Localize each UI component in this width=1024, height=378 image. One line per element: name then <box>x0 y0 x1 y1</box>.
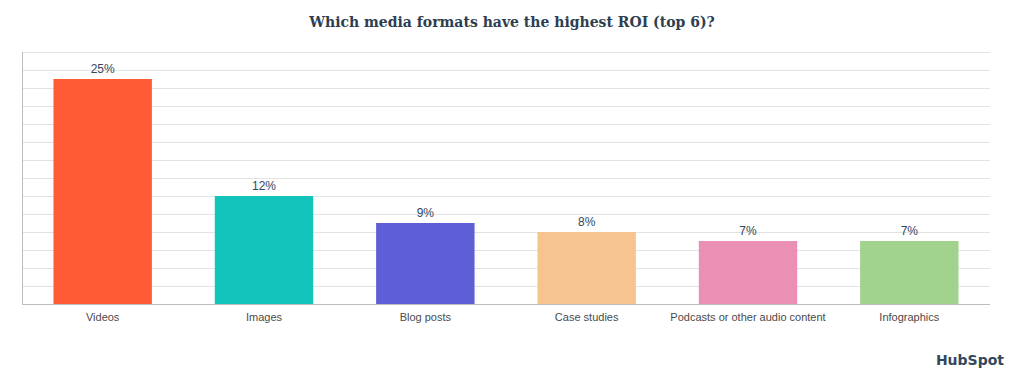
grid-line <box>22 304 990 305</box>
grid-line <box>22 70 990 71</box>
x-tick-label: Infographics <box>879 311 939 323</box>
bar <box>537 232 635 304</box>
chart: Which media formats have the highest ROI… <box>0 0 1024 378</box>
data-labels: 25% 12% 9% 8% 7% 7% <box>91 62 919 238</box>
x-tick-label: Podcasts or other audio content <box>670 311 825 323</box>
grid-line <box>22 142 990 143</box>
title: Which media formats have the highest ROI… <box>308 14 715 30</box>
x-tick-label: Blog posts <box>400 311 452 323</box>
grid-line <box>22 268 990 269</box>
x-tick-label: Videos <box>86 311 120 323</box>
bar <box>860 241 958 304</box>
x-axis-line <box>22 304 990 305</box>
bar <box>215 196 313 304</box>
logo: HubSpot <box>936 352 1004 368</box>
bar <box>53 79 151 304</box>
grid-line <box>22 88 990 89</box>
grid-line <box>22 178 990 179</box>
data-label: 7% <box>739 224 757 238</box>
data-label: 25% <box>91 62 115 76</box>
x-tick-labels: Videos Images Blog posts Case studies Podcas… <box>86 311 940 323</box>
x-tick-label: Images <box>246 311 283 323</box>
grid-line <box>22 124 990 125</box>
data-label: 12% <box>252 179 276 193</box>
grid-line <box>22 52 990 53</box>
x-tick-label: Case studies <box>555 311 619 323</box>
grid-line <box>22 214 990 215</box>
data-label: 8% <box>578 215 596 229</box>
bar <box>376 223 474 304</box>
data-label: 9% <box>417 206 435 220</box>
grid-line <box>22 286 990 287</box>
grid <box>22 53 990 305</box>
grid-line <box>22 232 990 233</box>
grid-line <box>22 106 990 107</box>
grid-line <box>22 160 990 161</box>
y-axis-line <box>22 52 23 304</box>
data-label: 7% <box>901 224 919 238</box>
grid-line <box>22 250 990 251</box>
bars <box>53 79 958 304</box>
bar <box>699 241 797 304</box>
grid-line <box>22 196 990 197</box>
